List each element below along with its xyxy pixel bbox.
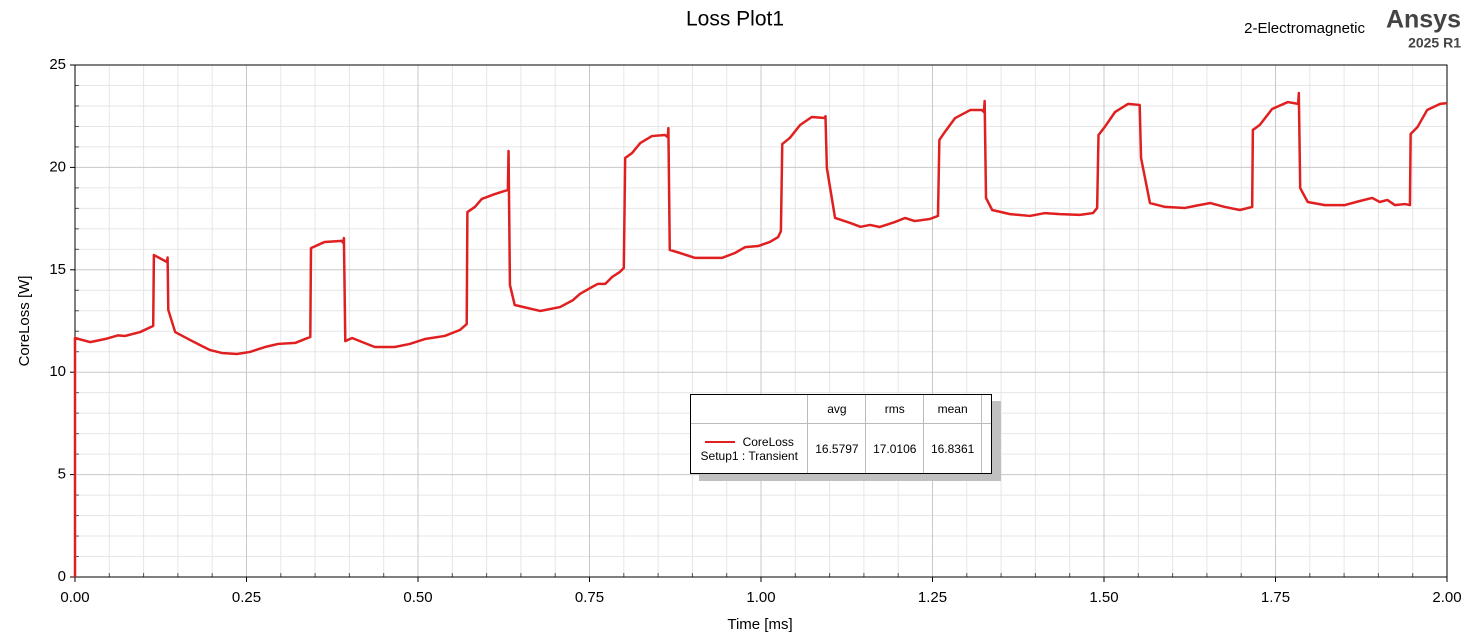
y-tick-label: 10 <box>49 363 66 380</box>
version: 2025 R1 <box>1408 35 1461 51</box>
brand: Ansys <box>1386 6 1461 34</box>
x-tick-label: 2.00 <box>1432 589 1461 606</box>
subtitle: 2-Electromagnetic <box>1244 20 1365 37</box>
x-tick-label: 1.50 <box>1089 589 1118 606</box>
legend-name-row: CoreLoss <box>695 435 803 449</box>
legend-table: avg rms mean CoreLoss Setup1 : Transient… <box>691 395 991 473</box>
column-header: rms <box>865 395 925 424</box>
column-header: mean <box>923 395 983 424</box>
data-line <box>73 91 1448 577</box>
column-header: avg <box>807 395 867 424</box>
legend-cell <box>981 395 991 424</box>
stat-value: 17.0106 <box>865 423 925 473</box>
legend-name: CoreLoss <box>742 434 794 449</box>
x-tick-label: 1.25 <box>918 589 947 606</box>
plot-frame <box>74 64 1448 578</box>
y-tick-label: 15 <box>49 261 66 278</box>
x-tick-label: 0.00 <box>60 589 89 606</box>
y-tick-label: 0 <box>58 568 66 585</box>
x-tick-label: 0.50 <box>403 589 432 606</box>
y-axis-label: CoreLoss [W] <box>16 276 33 367</box>
legend-cell <box>691 395 809 424</box>
y-tick-label: 20 <box>49 158 66 175</box>
y-tick-label: 25 <box>49 56 66 73</box>
x-tick-label: 0.25 <box>232 589 261 606</box>
legend-swatch <box>704 441 735 444</box>
x-tick-label: 0.75 <box>575 589 604 606</box>
stat-value: 16.5797 <box>807 423 867 473</box>
legend-setup: Setup1 : Transient <box>700 448 798 463</box>
stat-value: 16.8361 <box>923 423 983 473</box>
x-tick-label: 1.00 <box>746 589 775 606</box>
x-tick-label: 1.75 <box>1261 589 1290 606</box>
legend-entry: CoreLoss Setup1 : Transient <box>691 423 809 473</box>
y-tick-label: 5 <box>58 466 66 483</box>
legend: avg rms mean CoreLoss Setup1 : Transient… <box>690 394 992 474</box>
chart-title: Loss Plot1 <box>686 8 784 31</box>
legend-cell <box>982 424 991 474</box>
x-axis-label: Time [ms] <box>727 616 792 633</box>
